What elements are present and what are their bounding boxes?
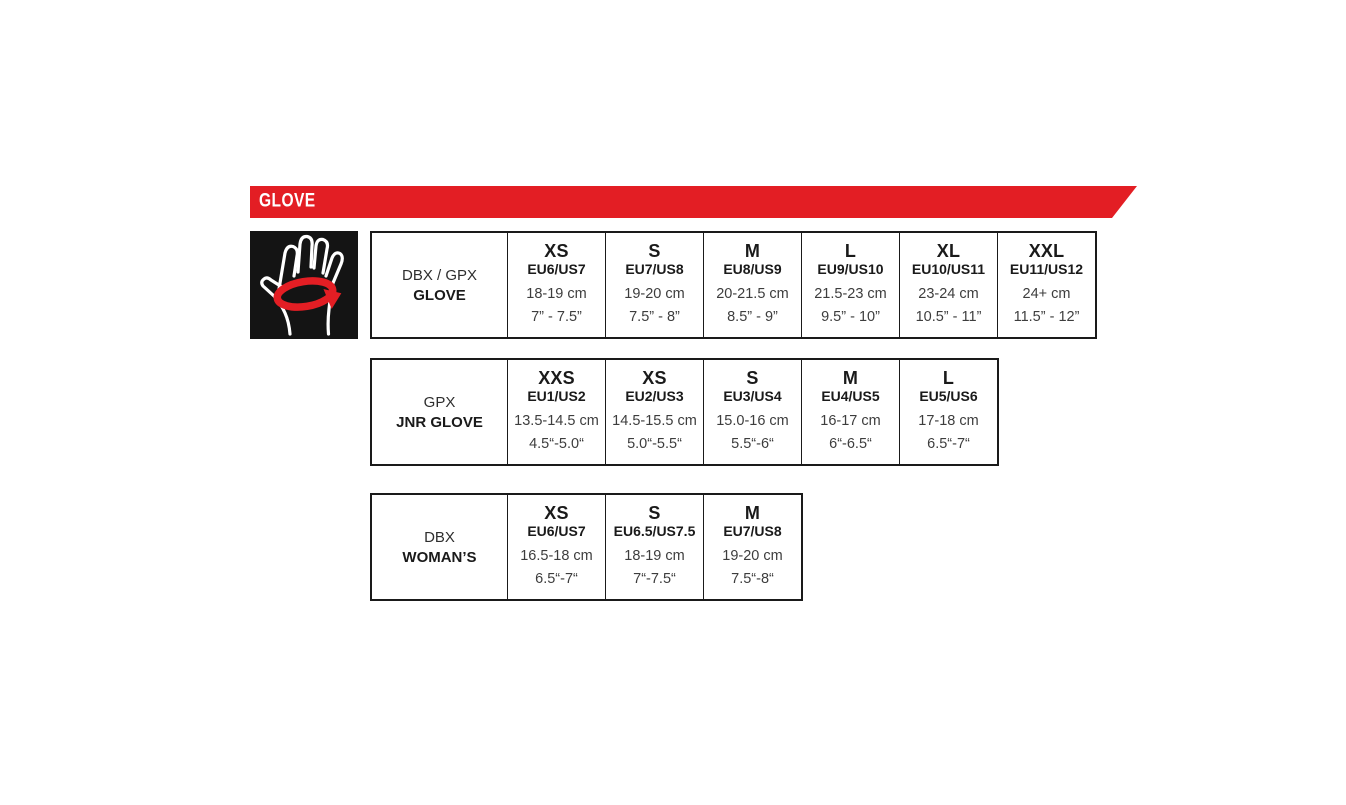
- size-eu-us: EU3/US4: [723, 388, 782, 404]
- size-cm-range: 16-17 cm: [820, 413, 881, 429]
- table-label-line1: DBX: [424, 528, 455, 546]
- size-eu-us: EU10/US11: [911, 261, 986, 277]
- size-cm-range: 18-19 cm: [624, 548, 685, 564]
- table-label-line1: DBX / GPX: [401, 266, 478, 284]
- size-inch-range: 7“-7.5“: [633, 571, 676, 587]
- size-column: S EU3/US4 15.0-16 cm 5.5“-6“: [703, 360, 801, 464]
- size-name: L: [844, 241, 857, 261]
- size-eu-us: EU1/US2: [527, 388, 586, 404]
- size-column: XS EU6/US7 18-19 cm 7” - 7.5”: [507, 233, 605, 337]
- size-inch-range: 5.5“-6“: [731, 436, 774, 452]
- table-label-line2: GLOVE: [413, 286, 466, 304]
- size-name: XXS: [538, 368, 575, 388]
- size-inch-range: 7.5“-8“: [731, 571, 774, 587]
- size-cm-range: 17-18 cm: [918, 413, 979, 429]
- size-name: XS: [642, 368, 667, 388]
- size-name: M: [744, 503, 761, 523]
- size-name: XS: [544, 503, 569, 523]
- size-inch-range: 4.5“-5.0“: [529, 436, 584, 452]
- size-eu-us: EU6/US7: [527, 261, 586, 277]
- glove-section-title: GLOVE: [259, 190, 316, 212]
- size-column: M EU4/US5 16-17 cm 6“-6.5“: [801, 360, 899, 464]
- size-eu-us: EU6.5/US7.5: [613, 523, 696, 539]
- size-cm-range: 19-20 cm: [722, 548, 783, 564]
- glove-measure-tile: [250, 231, 358, 339]
- table-label-line2: JNR GLOVE: [396, 413, 483, 431]
- size-inch-range: 7” - 7.5”: [531, 309, 582, 325]
- size-column: M EU7/US8 19-20 cm 7.5“-8“: [703, 495, 801, 599]
- size-eu-us: EU8/US9: [723, 261, 782, 277]
- size-eu-us: EU9/US10: [817, 261, 884, 277]
- size-inch-range: 9.5” - 10”: [821, 309, 880, 325]
- size-eu-us: EU2/US3: [625, 388, 684, 404]
- size-column: L EU5/US6 17-18 cm 6.5“-7“: [899, 360, 997, 464]
- size-cm-range: 18-19 cm: [526, 286, 587, 302]
- size-table-2: DBX WOMAN’S XS EU6/US7 16.5-18 cm 6.5“-7“ S EU6…: [370, 493, 803, 601]
- size-eu-us: EU5/US6: [919, 388, 978, 404]
- size-column: M EU8/US9 20-21.5 cm 8.5” - 9”: [703, 233, 801, 337]
- table-label-line1: GPX: [423, 393, 456, 411]
- size-column: XXL EU11/US12 24+ cm 11.5” - 12”: [997, 233, 1095, 337]
- size-eu-us: EU7/US8: [625, 261, 684, 277]
- table-label-cell: DBX WOMAN’S: [372, 495, 507, 599]
- size-eu-us: EU7/US8: [723, 523, 782, 539]
- size-cm-range: 24+ cm: [1022, 286, 1071, 302]
- size-cm-range: 15.0-16 cm: [716, 413, 789, 429]
- size-table-1: GPX JNR GLOVE XXS EU1/US2 13.5-14.5 cm 4.5“-5…: [370, 358, 999, 466]
- size-inch-range: 6“-6.5“: [829, 436, 872, 452]
- size-inch-range: 5.0“-5.5“: [627, 436, 682, 452]
- size-inch-range: 6.5“-7“: [535, 571, 578, 587]
- table-label-cell: GPX JNR GLOVE: [372, 360, 507, 464]
- size-name: S: [648, 503, 661, 523]
- size-column: XS EU6/US7 16.5-18 cm 6.5“-7“: [507, 495, 605, 599]
- size-cm-range: 20-21.5 cm: [716, 286, 789, 302]
- size-column: XS EU2/US3 14.5-15.5 cm 5.0“-5.5“: [605, 360, 703, 464]
- table-label-cell: DBX / GPX GLOVE: [372, 233, 507, 337]
- size-column: S EU7/US8 19-20 cm 7.5” - 8”: [605, 233, 703, 337]
- size-inch-range: 6.5“-7“: [927, 436, 970, 452]
- size-cm-range: 19-20 cm: [624, 286, 685, 302]
- size-name: M: [744, 241, 761, 261]
- size-name: S: [648, 241, 661, 261]
- glove-hand-measure-icon: [250, 231, 358, 339]
- table-label-line2: WOMAN’S: [402, 548, 477, 566]
- size-eu-us: EU11/US12: [1009, 261, 1084, 277]
- size-inch-range: 8.5” - 9”: [727, 309, 778, 325]
- size-cm-range: 14.5-15.5 cm: [612, 413, 697, 429]
- size-name: XXL: [1028, 241, 1065, 261]
- size-table-0: DBX / GPX GLOVE XS EU6/US7 18-19 cm 7” - 7.5”…: [370, 231, 1097, 339]
- size-inch-range: 7.5” - 8”: [629, 309, 680, 325]
- size-cm-range: 21.5-23 cm: [814, 286, 887, 302]
- size-column: XXS EU1/US2 13.5-14.5 cm 4.5“-5.0“: [507, 360, 605, 464]
- size-inch-range: 11.5” - 12”: [1013, 309, 1080, 325]
- size-cm-range: 13.5-14.5 cm: [514, 413, 599, 429]
- size-eu-us: EU4/US5: [821, 388, 880, 404]
- size-column: XL EU10/US11 23-24 cm 10.5” - 11”: [899, 233, 997, 337]
- size-name: L: [942, 368, 955, 388]
- size-name: M: [842, 368, 859, 388]
- glove-section-banner: GLOVE: [250, 186, 1137, 218]
- size-cm-range: 23-24 cm: [918, 286, 979, 302]
- size-name: S: [746, 368, 759, 388]
- size-cm-range: 16.5-18 cm: [520, 548, 593, 564]
- size-column: S EU6.5/US7.5 18-19 cm 7“-7.5“: [605, 495, 703, 599]
- size-eu-us: EU6/US7: [527, 523, 586, 539]
- size-column: L EU9/US10 21.5-23 cm 9.5” - 10”: [801, 233, 899, 337]
- size-name: XL: [936, 241, 961, 261]
- size-inch-range: 10.5” - 11”: [915, 309, 982, 325]
- size-name: XS: [544, 241, 569, 261]
